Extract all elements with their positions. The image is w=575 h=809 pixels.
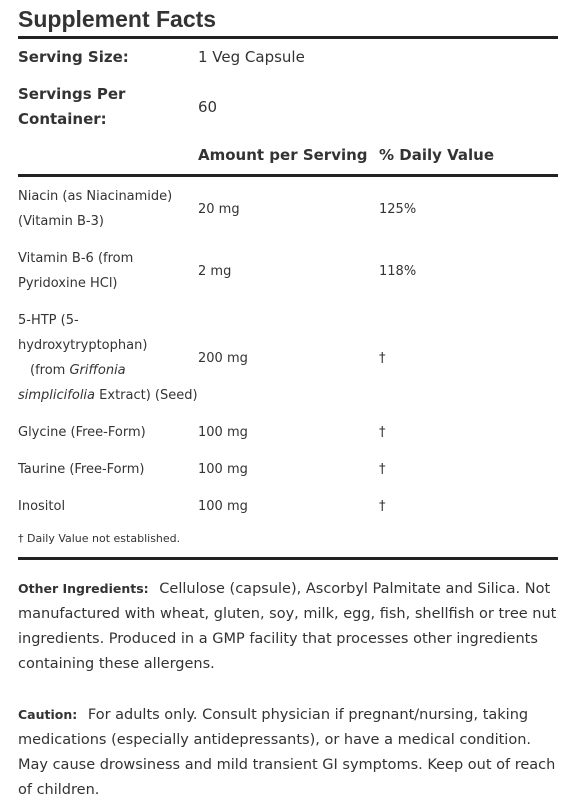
rule xyxy=(18,557,558,560)
serving-label: Serving Size: xyxy=(18,48,129,66)
caution: Caution: For adults only. Consult physic… xyxy=(18,702,558,803)
serving-row: Serving Size: 1 Veg Capsule xyxy=(18,39,558,75)
daily-value: † xyxy=(379,462,386,477)
amount: 20 mg xyxy=(198,201,240,217)
other-ingredients: Other Ingredients: Cellulose (capsule), … xyxy=(18,576,558,677)
label: Caution: xyxy=(18,707,78,722)
amount: 100 mg xyxy=(198,462,248,477)
nutrient-name: Niacin (as Niacinamide) (Vitamin B-3) xyxy=(18,189,173,229)
serving-info: Serving Size: 1 Veg Capsule Servings Per… xyxy=(18,39,558,137)
serving-value: 1 Veg Capsule xyxy=(198,48,305,66)
column-header: Amount per Serving xyxy=(198,146,368,164)
daily-value: † xyxy=(379,425,386,440)
name-part: 5-HTP (5-hydroxytryptophan) xyxy=(18,313,148,353)
text: Cellulose (capsule), Ascorbyl Palmitate … xyxy=(18,581,557,672)
nutrient-row: Niacin (as Niacinamide) (Vitamin B-3) 20… xyxy=(18,177,558,240)
rule xyxy=(18,36,558,39)
daily-value: 118% xyxy=(379,263,417,279)
nutrient-row: Vitamin B-6 (from Pyridoxine HCl) 2 mg 1… xyxy=(18,240,558,302)
nutrient-name: Glycine (Free-Form) xyxy=(18,425,146,440)
rule xyxy=(18,174,558,177)
nutrient-name: Vitamin B-6 (from Pyridoxine HCl) xyxy=(18,251,134,291)
serving-label: Servings Per Container: xyxy=(18,85,126,128)
column-header: % Daily Value xyxy=(379,146,495,164)
name-part: Griffonia simplicifolia xyxy=(18,363,126,403)
serving-value: 60 xyxy=(198,97,218,116)
nutrient-name: Taurine (Free-Form) xyxy=(18,462,145,477)
table-header: Amount per Serving % Daily Value xyxy=(18,137,558,174)
nutrient-table: Niacin (as Niacinamide) (Vitamin B-3) 20… xyxy=(18,177,558,525)
nutrient-row: Glycine (Free-Form) 100 mg † xyxy=(18,414,558,451)
serving-row: Servings Per Container: 60 xyxy=(18,75,558,137)
text: For adults only. Consult physician if pr… xyxy=(18,707,556,798)
nutrient-name: Inositol xyxy=(18,499,66,514)
name-part: Extract) (Seed) xyxy=(99,388,198,403)
daily-value: † xyxy=(379,499,386,514)
amount: 100 mg xyxy=(198,425,248,440)
nutrient-row: Inositol 100 mg † xyxy=(18,488,558,525)
name-part: (from xyxy=(30,363,66,378)
amount: 2 mg xyxy=(198,263,232,279)
amount: 100 mg xyxy=(198,499,248,514)
nutrient-name: 5-HTP (5-hydroxytryptophan) (from Griffo… xyxy=(18,308,198,408)
nutrient-row: Taurine (Free-Form) 100 mg † xyxy=(18,451,558,488)
daily-value: 125% xyxy=(379,201,417,217)
daily-value: † xyxy=(379,350,386,366)
amount: 200 mg xyxy=(198,350,248,366)
footnote: † Daily Value not established. xyxy=(18,532,181,545)
title: Supplement Facts xyxy=(18,6,217,32)
label: Other Ingredients: xyxy=(18,581,149,596)
nutrient-row: 5-HTP (5-hydroxytryptophan) (from Griffo… xyxy=(18,302,558,414)
supplement-facts: Supplement Facts Serving Size: 1 Veg Cap… xyxy=(18,0,558,803)
